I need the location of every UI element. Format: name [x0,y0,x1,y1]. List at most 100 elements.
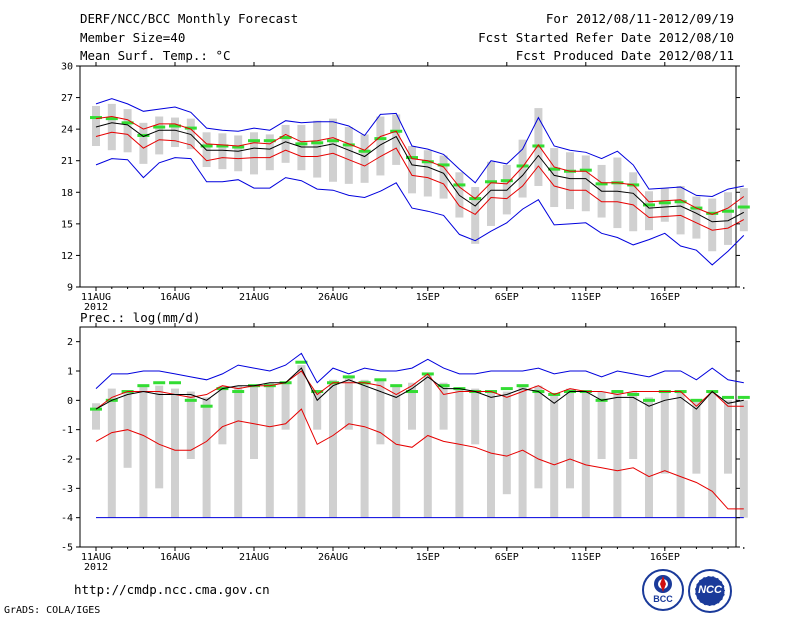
y-tick-label: -1 [61,425,73,436]
ensemble-box [250,132,258,175]
ensemble-box [629,172,638,232]
ensemble-box [439,155,448,199]
series-line-min [95,157,745,266]
ensemble-box [392,385,401,518]
grads-credit: GrADS: COLA/IGES [4,605,101,616]
ensemble-box [234,135,243,172]
x-tick-label: 21AUG [239,552,269,563]
ensemble-box [265,382,274,518]
series-line-p_lower [95,131,745,231]
ensemble-box [107,388,116,518]
ensemble-box [344,376,353,430]
ncc-logo-text: NCC [698,584,722,596]
ensemble-box [502,391,511,495]
ensemble-box [692,196,701,239]
ensemble-box [629,391,638,459]
forecast-start-date: Fcst Started Refer Date 2012/08/10 [478,30,734,45]
ensemble-box [534,385,543,489]
ensemble-box [313,120,322,178]
ensemble-box [724,192,732,245]
ensemble-box [171,117,179,148]
x-tick-label: 1SEP [416,292,440,303]
ensemble-box [408,145,416,194]
x-tick-label: 16AUG [160,292,190,303]
ensemble-box [660,188,669,222]
variable-label: Mean Surf. Temp.: °C [80,48,231,63]
x-tick-label: 6SEP [495,552,519,563]
ensemble-box [281,382,290,430]
y-tick-label: 18 [61,188,73,199]
x-tick-label: 16AUG [160,552,190,563]
ensemble-box [487,161,495,226]
series-line-mean [95,367,744,410]
ensemble-box [676,185,685,235]
member-size: Member Size=40 [80,30,186,45]
series-line-p_upper [95,370,744,410]
y-tick-label: -4 [61,513,73,524]
series-line-mean [95,122,745,223]
ensemble-box [566,388,574,489]
ensemble-box [471,388,480,445]
ensemble-box [692,400,701,474]
ensemble-box [234,385,243,518]
ensemble-box [376,379,385,445]
ensemble-box [360,134,369,183]
x-tick-label: 1SEP [416,552,440,563]
ensemble-box [613,391,622,518]
x-tick-label: 11SEP [571,552,601,563]
ensemble-box [597,391,606,459]
ensemble-box [676,391,685,518]
y-tick-label: 1 [67,367,73,378]
ensemble-box [202,397,211,518]
ensemble-box [250,385,258,459]
series-line-max [95,98,744,198]
ensemble-box [518,139,527,198]
ensemble-box [329,118,337,182]
temperature-panel: 9 12 15 18 21 24 27 30 11AUG 16AUG 21AUG 26AUG 1SEP 6… [61,62,750,313]
ensemble-box [186,118,195,150]
ensemble-box [297,124,306,171]
y-tick-label: 12 [61,251,73,262]
x-tick-label: 16SEP [650,292,680,303]
x-tick-label: 11SEP [571,292,601,303]
year-label: 2012 [84,302,108,313]
ensemble-box [92,403,100,430]
ensemble-box [107,103,116,151]
ensemble-box [218,385,227,445]
ensemble-box [218,133,227,170]
y-tick-label: 0 [67,396,73,407]
ensemble-box [297,365,306,518]
ensemble-box [471,187,480,244]
ensemble-box [423,150,432,197]
ensemble-box [487,391,495,518]
ensemble-box [171,388,179,518]
precipitation-panel: -5 -4 -3 -2 -1 0 1 2 11AUG 16AUG 21AUG 26AUG 1SEP 6SE… [61,323,750,573]
ensemble-box [376,116,385,176]
chart-title: DERF/NCC/BCC Monthly Forecast [80,11,299,26]
source-url[interactable]: http://cmdp.ncc.cma.gov.cn [74,582,270,597]
ensemble-box [92,105,100,146]
ensemble-box [408,382,416,430]
x-tick-label: 26AUG [318,292,348,303]
y-tick-label: -3 [61,484,73,495]
ensemble-box [155,116,164,155]
ncc-logo: NCC [687,568,733,614]
ensemble-box [708,391,717,518]
series-line-p_lower [95,408,744,510]
ensemble-box [724,400,732,474]
ensemble-box [139,122,148,164]
y-tick-label: 9 [67,283,73,294]
ensemble-box [455,388,464,518]
x-tick-label: 26AUG [318,552,348,563]
year-label: 2012 [84,562,108,573]
y-tick-label: 15 [61,219,73,230]
bcc-logo: BCC [641,568,685,612]
y-tick-label: -5 [61,543,73,554]
bcc-logo-text: BCC [653,594,673,604]
ensemble-box [423,373,432,518]
y-tick-label: 2 [67,337,73,348]
ensemble-box [581,391,590,518]
ensemble-box [139,385,148,518]
ensemble-box [660,391,669,474]
